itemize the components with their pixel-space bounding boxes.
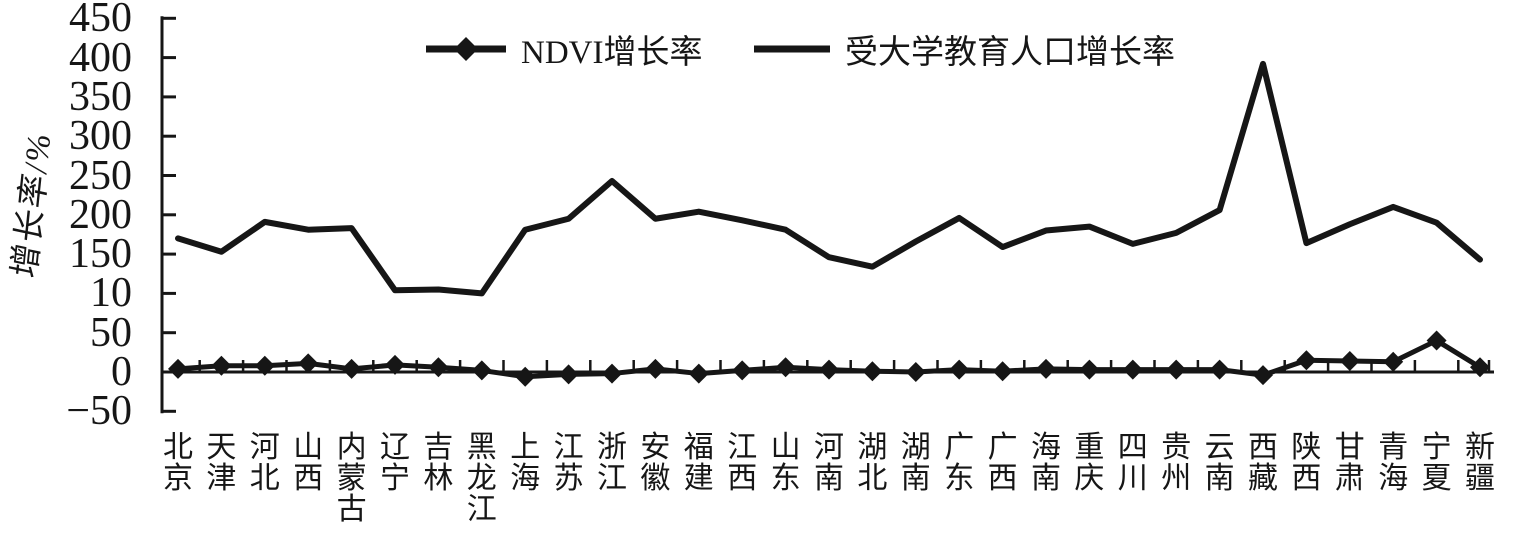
x-axis-label: 河北 [249,431,280,495]
ndvi-marker [1296,350,1317,371]
ndvi-marker [341,358,362,379]
x-axis-label: 内蒙古 [336,431,367,526]
ndvi-marker [471,360,492,381]
x-axis-label: 江苏 [553,431,584,495]
legend-label-edu: 受大学教育人口增长率 [845,35,1175,71]
ndvi-marker [645,358,666,379]
x-axis-label: 天津 [206,431,237,495]
y-tick-label: 350 [69,73,132,120]
x-axis-label: 山东 [770,431,801,495]
ndvi-marker [1036,358,1056,379]
x-axis-label: 贵州 [1161,431,1192,495]
ndvi-marker [168,358,188,379]
x-axis-label: 安徽 [640,431,671,495]
x-axis-label: 宁夏 [1421,431,1452,495]
ndvi-marker [1122,359,1143,380]
ndvi-marker [1209,359,1230,380]
y-tick-label: 300 [69,113,132,160]
ndvi-marker [602,363,622,384]
ndvi-marker [949,359,970,380]
ndvi-marker [732,360,753,381]
ndvi-marker [1253,365,1273,386]
y-tick-label: 10 [90,270,132,317]
x-axis-label: 湖北 [857,431,888,495]
y-tick-label: 150 [69,231,132,278]
ndvi-marker [1339,350,1360,371]
x-axis-label: 山西 [293,431,324,495]
x-axis-label: 西藏 [1248,431,1278,495]
ndvi-marker [298,353,319,374]
y-tick-label: 250 [69,152,132,199]
y-tick-label: 50 [90,309,132,356]
ndvi-marker [1470,357,1490,378]
y-tick-label: −50 [66,388,132,435]
ndvi-marker [385,354,405,375]
ndvi-marker [1383,351,1404,372]
ndvi-marker [428,357,449,378]
x-axis-label: 福建 [683,431,714,495]
edu-series-line [175,60,1483,297]
ndvi-marker [1166,359,1187,380]
x-axis-label: 浙江 [597,431,627,495]
x-axis-label: 上海 [510,431,541,495]
legend-label-ndvi: NDVI增长率 [521,35,703,71]
x-axis-label: 海南 [1031,431,1061,495]
x-axis-label: 北京 [163,431,193,495]
x-axis-label: 陕西 [1291,431,1322,495]
ndvi-marker [775,357,796,378]
x-axis-label: 吉林 [423,431,454,495]
x-axis-label: 广东 [944,431,975,495]
ndvi-marker [1079,359,1100,380]
x-axis-label: 重庆 [1074,431,1105,495]
x-axis-label: 甘肃 [1334,431,1365,495]
ndvi-legend-marker-icon [426,37,506,61]
ndvi-marker [254,355,275,376]
ndvi-marker [905,362,926,382]
ndvi-marker [515,366,536,387]
legend-item-ndvi: NDVI增长率 [424,27,702,71]
x-axis-label: 江西 [727,431,758,495]
edu-legend-marker-icon [754,45,830,53]
y-tick-label: 400 [69,34,132,81]
x-axis-label: 四川 [1117,431,1148,495]
ndvi-marker [819,359,839,380]
x-axis-label: 新疆 [1465,431,1495,495]
x-axis-label: 云南 [1204,431,1235,495]
x-axis-label: 广西 [987,431,1018,495]
ndvi-marker [688,363,709,384]
ndvi-marker [1426,330,1447,351]
y-tick-label: 0 [111,349,132,395]
y-tick-label: 200 [69,191,132,238]
legend-item-edu: 受大学教育人口增长率 [752,27,1175,71]
x-axis-label: 青海 [1378,431,1409,495]
ndvi-marker [558,364,579,385]
ndvi-marker [992,361,1013,382]
y-tick-label: 450 [69,0,132,42]
ndvi-marker [211,355,232,376]
x-axis-label: 辽宁 [380,431,410,495]
x-axis-label: 黑龙江 [466,431,497,526]
x-axis-label: 河南 [814,431,844,495]
ndvi-marker [862,361,883,382]
x-axis-label: 湖南 [900,431,931,495]
